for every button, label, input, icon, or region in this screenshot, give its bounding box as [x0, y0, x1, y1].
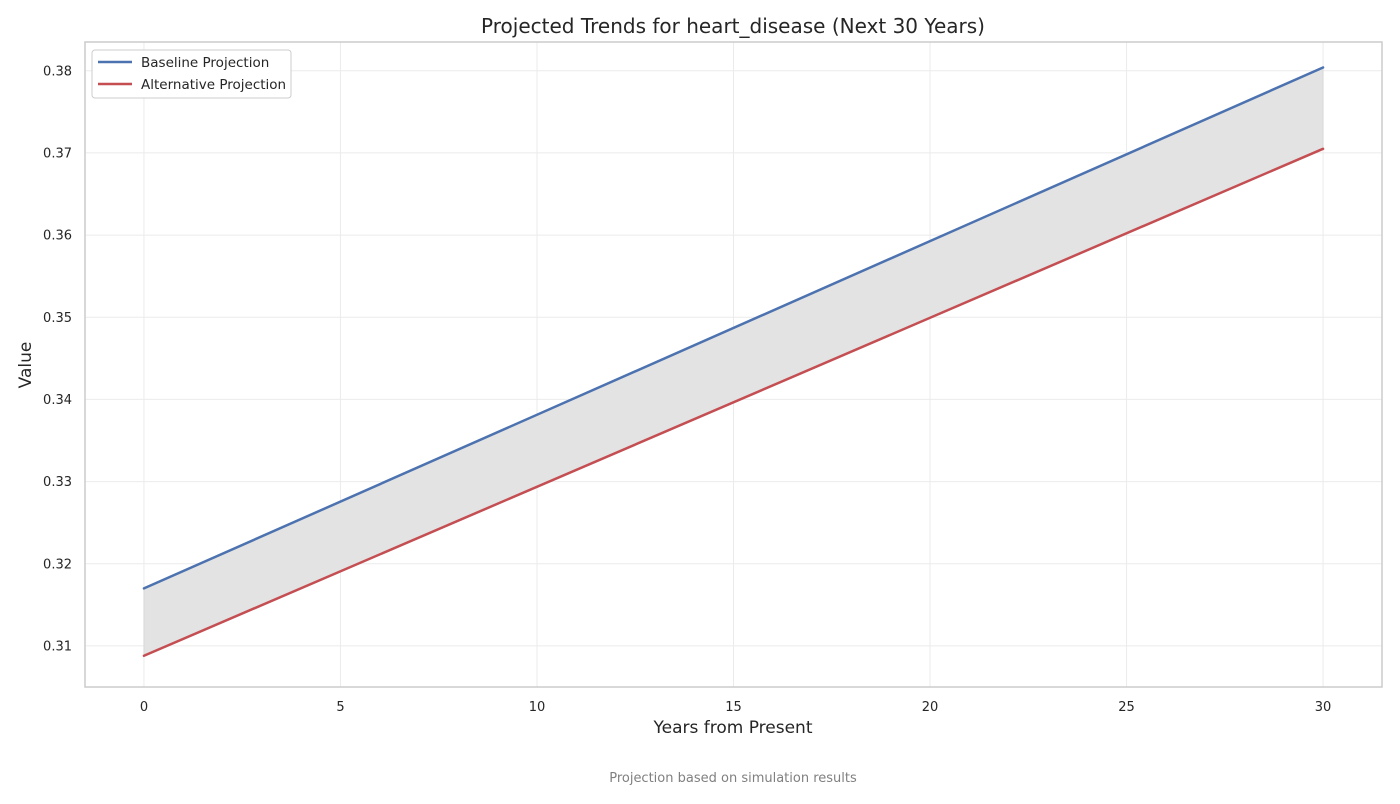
series-line-baseline — [142, 66, 1325, 590]
chart-caption: Projection based on simulation results — [609, 771, 857, 786]
chart-title: Projected Trends for heart_disease (Next… — [481, 14, 985, 38]
series-lines — [142, 66, 1325, 658]
plot-border — [84, 41, 1383, 688]
x-tick-label: 20 — [922, 700, 939, 715]
y-tick-label: 0.37 — [43, 146, 72, 161]
y-tick-label: 0.33 — [43, 475, 72, 490]
legend-label-alternative: Alternative Projection — [141, 77, 286, 93]
x-tick-label: 10 — [529, 700, 546, 715]
y-tick-labels: 0.31 0.32 0.33 0.34 0.35 0.36 0.37 0.38 — [43, 64, 72, 654]
x-tick-label: 15 — [725, 700, 742, 715]
x-tick-label: 30 — [1315, 700, 1332, 715]
legend-box — [91, 49, 292, 99]
x-tick-label: 0 — [140, 700, 148, 715]
y-tick-label: 0.34 — [43, 393, 72, 408]
y-tick-label: 0.31 — [43, 639, 72, 654]
x-tick-label: 5 — [336, 700, 344, 715]
legend: Baseline Projection Alternative Projecti… — [91, 49, 292, 99]
x-tick-label: 25 — [1118, 700, 1135, 715]
y-tick-label: 0.38 — [43, 64, 72, 79]
x-tick-labels: 0 5 10 15 20 25 30 — [140, 700, 1332, 715]
x-axis-label: Years from Present — [652, 718, 812, 738]
legend-label-baseline: Baseline Projection — [141, 55, 269, 71]
y-tick-label: 0.32 — [43, 557, 72, 572]
y-tick-label: 0.36 — [43, 229, 72, 244]
series-line-alternative — [142, 147, 1325, 658]
y-axis-label: Value — [16, 342, 36, 389]
y-tick-label: 0.35 — [43, 311, 72, 326]
